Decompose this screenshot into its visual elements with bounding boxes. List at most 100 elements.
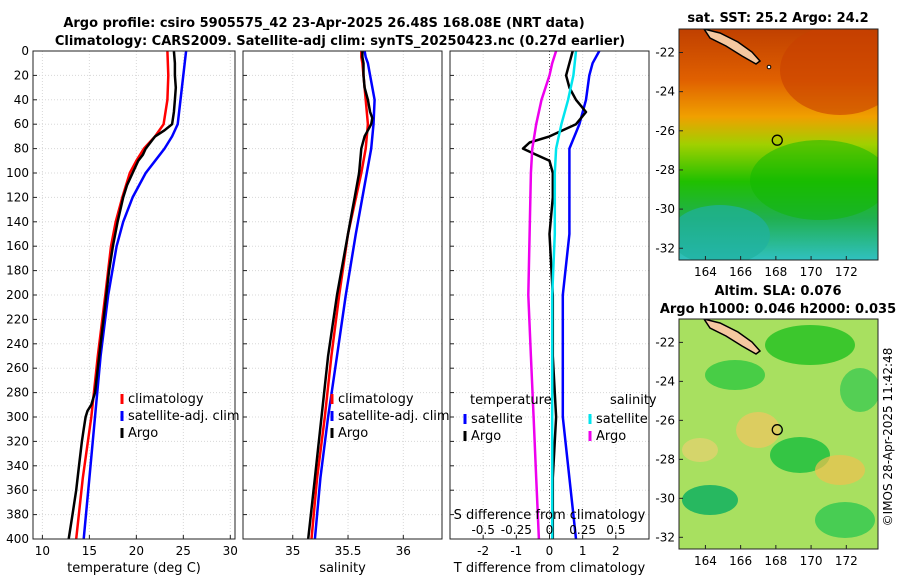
map-y-tick-label: -28 xyxy=(655,163,675,177)
map-x-tick-label: 172 xyxy=(835,554,858,568)
x-tick-label: 35 xyxy=(285,544,300,558)
map-y-tick-label: -28 xyxy=(655,452,675,466)
y-tick-label: 60 xyxy=(14,117,29,131)
y-tick-label: 180 xyxy=(6,264,29,278)
map-y-tick-label: -22 xyxy=(655,335,675,349)
series-line-argo xyxy=(67,51,178,539)
x-tick-label: -1 xyxy=(510,544,522,558)
legend-label: Argo xyxy=(596,429,626,444)
y-tick-label: 100 xyxy=(6,166,29,180)
sst-float-marker xyxy=(771,134,783,146)
sla-low-2 xyxy=(815,455,865,485)
map-x-tick-label: 168 xyxy=(764,554,787,568)
top-tick-label: -0.25 xyxy=(501,523,532,537)
map-y-tick-label: -24 xyxy=(655,85,675,99)
sla-high-3 xyxy=(770,437,830,473)
legend-title-temperature: temperature xyxy=(470,393,552,408)
x-axis-label: temperature (deg C) xyxy=(67,561,201,576)
map-y-tick-label: -32 xyxy=(655,530,675,544)
series-line-s-argo xyxy=(527,51,558,539)
top-tick-label: -0.5 xyxy=(471,523,494,537)
top-tick-label: 0.5 xyxy=(606,523,625,537)
y-tick-label: 280 xyxy=(6,386,29,400)
y-tick-label: 400 xyxy=(6,532,29,546)
map-y-tick-label: -30 xyxy=(655,491,675,505)
y-tick-label: 360 xyxy=(6,483,29,497)
map-x-tick-label: 170 xyxy=(800,554,823,568)
top-tick-label: 0 xyxy=(546,523,554,537)
sla-map-frame xyxy=(678,318,879,550)
y-tick-label: 240 xyxy=(6,337,29,351)
x-tick-label: -2 xyxy=(477,544,489,558)
figure-title-line2: Climatology: CARS2009. Satellite-adj cli… xyxy=(55,34,625,49)
map-y-tick-label: -24 xyxy=(655,374,675,388)
sla-map-title: Altim. SLA: 0.076 xyxy=(715,284,842,299)
x-tick-label: 10 xyxy=(35,544,50,558)
x-tick-label: 25 xyxy=(176,544,191,558)
sla-high-4 xyxy=(682,485,738,515)
sla-map-panel: Altim. SLA: 0.076 Argo h1000: 0.046 h200… xyxy=(655,284,896,568)
salinity-panel: 35 35.5 36 salinity climatology satellite-adj… xyxy=(242,50,450,576)
map-x-tick-label: 168 xyxy=(764,265,787,279)
x-tick-label: 15 xyxy=(82,544,97,558)
sst-map-frame xyxy=(678,28,879,261)
map-x-tick-label: 170 xyxy=(800,265,823,279)
sla-map-axes: 164 166 168 170 172 -22 -24 -26 -28 -30 -32 xyxy=(655,335,857,568)
sst-map-panel: sat. SST: 25.2 Argo: 24.2 164 166 168 170 17… xyxy=(655,11,879,279)
map-x-tick-label: 172 xyxy=(835,265,858,279)
sla-low-1 xyxy=(736,412,780,448)
x-axis-label: salinity xyxy=(319,561,366,576)
legend-label: satellite xyxy=(596,412,648,427)
series-group xyxy=(521,51,601,539)
y-tick-label: 120 xyxy=(6,190,29,204)
legend-label: satellite xyxy=(471,412,523,427)
x-tick-label: 30 xyxy=(223,544,238,558)
legend-label: Argo xyxy=(128,426,158,441)
legend-label: Argo xyxy=(471,429,501,444)
figure-title-line1: Argo profile: csiro 5905575_42 23-Apr-20… xyxy=(63,16,584,31)
y-tick-label: 220 xyxy=(6,312,29,326)
x-tick-label: 20 xyxy=(129,544,144,558)
x-tick-label: 36 xyxy=(396,544,411,558)
series-group xyxy=(67,51,188,539)
y-tick-label: 320 xyxy=(6,434,29,448)
sst-map-axes: 164 166 168 170 172 -22 -24 -26 -28 -30 -32 xyxy=(655,45,857,279)
series-line-s-satellite xyxy=(550,51,578,539)
series-line-argo xyxy=(306,51,374,539)
new-caledonia-land xyxy=(703,29,762,65)
map-y-tick-label: -32 xyxy=(655,241,675,255)
y-tick-label: 200 xyxy=(6,288,29,302)
map-y-tick-label: -26 xyxy=(655,124,675,138)
series-line-satellite-adj-clim xyxy=(313,51,376,539)
top-tick-label: 0.25 xyxy=(569,523,596,537)
map-y-tick-label: -22 xyxy=(655,45,675,59)
temperature-panel: 0 20 40 60 80 100 120 140 160 180 200 220 240 260 280 3… xyxy=(6,44,240,576)
map-y-tick-label: -30 xyxy=(655,202,675,216)
sla-low-3 xyxy=(682,438,718,462)
map-x-tick-label: 166 xyxy=(729,554,752,568)
x-axis-label: T difference from climatology xyxy=(453,561,646,576)
sst-warm-patch xyxy=(780,29,878,115)
legend-label: satellite-adj. clim xyxy=(128,409,240,424)
legend-title-salinity: salinity xyxy=(610,393,657,408)
map-x-tick-label: 166 xyxy=(729,265,752,279)
y-tick-label: 160 xyxy=(6,239,29,253)
series-group xyxy=(306,51,376,539)
x-tick-label: 2 xyxy=(612,544,620,558)
y-tick-label: 340 xyxy=(6,459,29,473)
legend-label: satellite-adj. clim xyxy=(338,409,450,424)
top-axis-label: S difference from climatology xyxy=(454,508,646,523)
map-x-tick-label: 164 xyxy=(694,554,717,568)
y-tick-label: 260 xyxy=(6,361,29,375)
sla-high-2 xyxy=(705,360,765,390)
y-tick-label: 20 xyxy=(14,68,29,82)
sst-green-patch xyxy=(750,140,878,220)
difference-panel: -2 -1 0 1 2 T difference from climatology S di… xyxy=(449,50,657,576)
x-tick-label: 1 xyxy=(579,544,587,558)
sla-map-subtitle: Argo h1000: 0.046 h2000: 0.035 xyxy=(660,302,896,317)
sla-high-6 xyxy=(840,368,878,412)
sla-high-5 xyxy=(815,502,875,538)
legend-label: Argo xyxy=(338,426,368,441)
sla-high-1 xyxy=(765,325,855,365)
